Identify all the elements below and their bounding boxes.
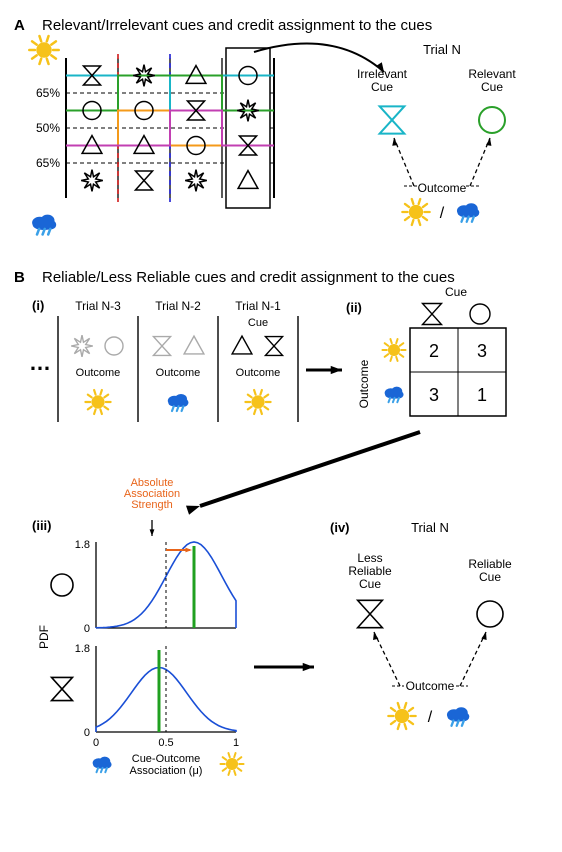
svg-text:IrrelevantCue: IrrelevantCue [357,67,408,94]
svg-text:PDF: PDF [37,625,51,649]
svg-text:0: 0 [84,623,90,635]
svg-text:0: 0 [84,727,90,739]
svg-text:0: 0 [93,737,99,749]
svg-text:(ii): (ii) [346,300,362,315]
svg-text:(iii): (iii) [32,518,52,533]
svg-text:Relevant/Irrelevant cues and c: Relevant/Irrelevant cues and credit assi… [42,17,432,34]
svg-text:1.8: 1.8 [75,643,90,655]
svg-text:B: B [14,269,25,286]
svg-text:(iv): (iv) [330,520,350,535]
svg-text:…: … [29,350,51,375]
svg-text:0.5: 0.5 [158,737,173,749]
svg-text:2: 2 [429,341,439,361]
svg-text:RelevantCue: RelevantCue [468,67,516,94]
svg-text:Outcome: Outcome [156,367,201,379]
svg-text:Cue: Cue [248,317,268,329]
svg-text:Outcome: Outcome [236,367,281,379]
svg-text:1: 1 [233,737,239,749]
svg-text:AbsoluteAssociationStrength: AbsoluteAssociationStrength [124,477,180,511]
svg-text:ReliableCue: ReliableCue [468,557,512,584]
svg-text:Trial N-1: Trial N-1 [235,299,281,313]
svg-text:Trial N: Trial N [411,520,449,535]
svg-text:LessReliableCue: LessReliableCue [348,551,392,591]
svg-text:Cue-OutcomeAssociation (μ): Cue-OutcomeAssociation (μ) [130,753,203,777]
svg-text:Cue: Cue [445,285,467,299]
svg-text:3: 3 [477,341,487,361]
svg-text:Outcome: Outcome [76,367,121,379]
svg-text:Trial N-3: Trial N-3 [75,299,121,313]
figure-root: A Relevant/Irrelevant cues and credit ass… [0,0,562,852]
svg-text:Outcome: Outcome [418,181,467,195]
svg-text:65%: 65% [36,156,60,170]
svg-text:Trial N: Trial N [423,42,461,57]
svg-text:Outcome: Outcome [406,679,455,693]
svg-text:3: 3 [429,385,439,405]
svg-text:65%: 65% [36,86,60,100]
svg-text:1: 1 [477,385,487,405]
svg-text:/: / [428,709,433,726]
svg-text:/: / [440,205,445,222]
svg-text:1.8: 1.8 [75,539,90,551]
svg-text:(i): (i) [32,298,44,313]
svg-text:Reliable/Less Reliable cues an: Reliable/Less Reliable cues and credit a… [42,269,455,286]
svg-text:Outcome: Outcome [357,359,371,408]
svg-text:A: A [14,17,25,34]
svg-text:50%: 50% [36,121,60,135]
svg-text:Trial N-2: Trial N-2 [155,299,201,313]
